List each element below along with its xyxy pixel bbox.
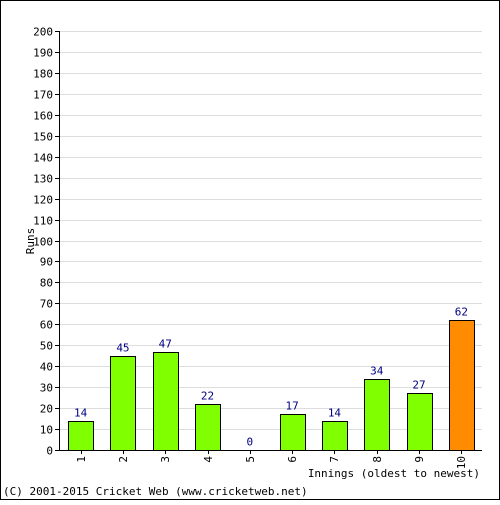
- y-tick-label: 60: [40, 319, 53, 332]
- y-tick-label: 90: [40, 256, 53, 269]
- y-tick-label: 170: [33, 89, 53, 102]
- y-tick-label: 110: [33, 215, 53, 228]
- y-tick-label: 40: [40, 361, 53, 374]
- x-tick-label: 4: [202, 456, 215, 463]
- bar-innings-3: [153, 352, 179, 451]
- x-tick-label: 5: [244, 456, 257, 463]
- x-tick-label: 7: [328, 456, 341, 463]
- y-tick-label: 200: [33, 26, 53, 39]
- y-tick-labels: 0 10 20 30 40 50 60 70 80 90 100 110 120 130 140 150 160…: [33, 26, 53, 458]
- y-tick-label: 70: [40, 298, 53, 311]
- data-label: 14: [328, 407, 342, 420]
- bar-innings-8: [364, 379, 390, 451]
- y-axis-label: Runs: [24, 228, 37, 255]
- y-tick-label: 120: [33, 194, 53, 207]
- data-label: 34: [370, 365, 384, 378]
- x-tick-label: 2: [117, 456, 130, 463]
- y-tick-label: 30: [40, 382, 53, 395]
- bar-innings-1: [68, 421, 94, 451]
- data-label: 14: [74, 407, 88, 420]
- bar-innings-2: [110, 356, 136, 451]
- bar-innings-6: [280, 414, 306, 451]
- x-tick-label: 9: [413, 456, 426, 463]
- data-label: 0: [247, 436, 254, 449]
- bars-group: [68, 320, 475, 451]
- bar-innings-7: [322, 421, 348, 451]
- data-label: 45: [116, 342, 129, 355]
- x-tick-labels: 1 2 3 4 5 6 7 8 9 10: [75, 456, 468, 470]
- copyright-text: (C) 2001-2015 Cricket Web (www.cricketwe…: [3, 485, 308, 498]
- x-tick-label: 10: [455, 456, 468, 469]
- y-tick-label: 190: [33, 47, 53, 60]
- bar-innings-4: [195, 404, 221, 451]
- axes-group: [55, 31, 482, 454]
- y-tick-label: 130: [33, 173, 53, 186]
- y-tick-label: 160: [33, 110, 53, 123]
- data-label: 47: [159, 338, 172, 351]
- y-tick-label: 10: [40, 424, 53, 437]
- bar-innings-9: [407, 393, 433, 451]
- x-tick-label: 8: [371, 456, 384, 463]
- data-label: 62: [455, 306, 468, 319]
- y-tick-label: 0: [46, 445, 53, 458]
- bar-innings-10: [449, 320, 475, 451]
- y-tick-label: 180: [33, 68, 53, 81]
- y-tick-label: 80: [40, 277, 53, 290]
- x-tick-label: 6: [286, 456, 299, 463]
- data-labels: 14 45 47 22 0 17 14 34 27 62: [74, 306, 468, 449]
- data-label: 27: [412, 379, 425, 392]
- x-axis-label: Innings (oldest to newest): [308, 467, 480, 480]
- y-tick-label: 150: [33, 131, 53, 144]
- y-tick-label: 50: [40, 340, 53, 353]
- x-tick-label: 3: [159, 456, 172, 463]
- x-tick-label: 1: [75, 456, 88, 463]
- data-label: 22: [201, 390, 214, 403]
- y-tick-label: 140: [33, 152, 53, 165]
- y-tick-label: 100: [33, 236, 53, 249]
- y-tick-label: 20: [40, 403, 53, 416]
- data-label: 17: [286, 400, 299, 413]
